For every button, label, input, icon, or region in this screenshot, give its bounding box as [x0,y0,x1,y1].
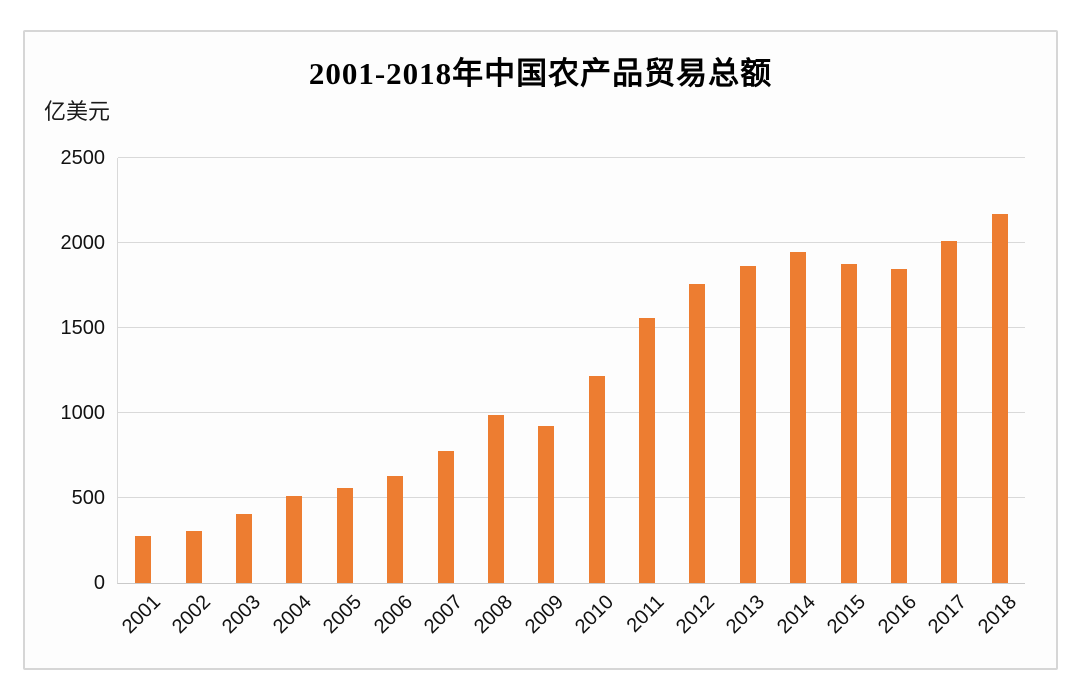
x-tick-label-2015: 2015 [823,591,871,639]
bar-slot-2003: 2003 [219,158,269,638]
y-tick-label: 2000 [60,232,106,254]
y-tick-label: 1000 [60,402,106,424]
gridline [118,497,1025,498]
gridline [118,327,1025,328]
bar-2010 [588,375,605,583]
bar-2014 [790,252,807,583]
x-tick-label-2004: 2004 [268,591,316,639]
y-tick-label: 2500 [60,147,106,169]
bar-slot-2017: 2017 [924,158,974,638]
bar-2015 [840,264,857,583]
bar-2007 [437,451,454,583]
x-tick-label-2005: 2005 [319,591,367,639]
x-tick-label-2002: 2002 [168,591,216,639]
bar-slot-2009: 2009 [521,158,571,638]
bar-slot-2011: 2011 [622,158,672,637]
chart-title: 2001-2018年中国农产品贸易总额 [308,56,773,91]
bar-2004 [286,495,303,583]
bar-2009 [538,426,555,583]
x-tick-label-2014: 2014 [772,591,820,639]
bar-2005 [336,488,353,583]
bar-slot-2002: 2002 [168,158,218,638]
x-tick-label-2011: 2011 [622,591,669,637]
y-axis-unit-label: 亿美元 [44,99,111,124]
bars-container: 2001 2002 2003 2004 2005 2006 2007 2008 2009 2010… [118,158,1025,638]
y-tick-label: 0 [93,572,105,594]
y-tick-label: 500 [71,487,105,509]
bar-slot-2004: 2004 [269,158,319,638]
bar-slot-2001: 2001 [118,158,168,638]
bar-slot-2012: 2012 [672,158,722,638]
bar-2003 [235,514,252,583]
x-tick-label-2006: 2006 [369,591,417,639]
x-tick-label-2012: 2012 [672,591,720,639]
bar-2011 [639,318,656,583]
bar-slot-2006: 2006 [370,158,420,638]
chart-card: 2001-2018年中国农产品贸易总额 亿美元 0 500 1000 1500 2000… [23,30,1058,670]
x-tick-label-2017: 2017 [923,591,972,639]
bar-slot-2018: 2018 [974,158,1025,638]
bar-2013 [739,265,756,583]
x-tick-label-2018: 2018 [974,591,1022,639]
y-axis-ticks: 0 500 1000 1500 2000 2500 [25,147,106,594]
bar-slot-2005: 2005 [319,158,370,638]
bar-slot-2016: 2016 [874,158,924,638]
gridline [118,412,1025,413]
x-tick-label-2016: 2016 [873,591,921,639]
x-tick-label-2001: 2001 [117,591,165,639]
x-tick-label-2010: 2010 [571,591,619,639]
bar-slot-2007: 2007 [420,158,470,638]
bar-2017 [941,240,958,583]
bar-2002 [185,530,202,583]
bar-2008 [487,415,504,583]
x-tick-label-2008: 2008 [470,591,518,639]
bar-2012 [689,284,706,583]
bar-slot-2008: 2008 [470,158,521,638]
gridline [118,242,1025,243]
bar-slot-2014: 2014 [773,158,823,638]
bar-2018 [991,214,1008,583]
y-tick-label: 1500 [60,317,106,339]
bar-2006 [387,475,404,583]
bar-slot-2015: 2015 [823,158,873,638]
plot-area: 2001 2002 2003 2004 2005 2006 2007 2008 2009 2010… [117,157,1025,638]
bar-2001 [135,535,152,583]
bar-slot-2010: 2010 [571,158,622,638]
x-tick-label-2003: 2003 [218,591,266,639]
bar-2016 [891,269,908,583]
bar-slot-2013: 2013 [722,158,773,638]
x-tick-label-2009: 2009 [520,591,568,639]
x-tick-label-2007: 2007 [420,591,468,639]
x-tick-label-2013: 2013 [722,591,770,639]
gridline [118,157,1025,158]
